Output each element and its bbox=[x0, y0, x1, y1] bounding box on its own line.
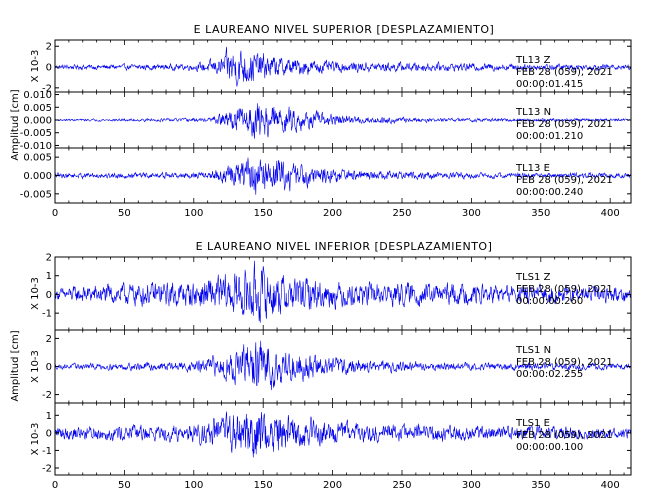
trace-annotation: TL13 N bbox=[515, 107, 551, 118]
trace-z bbox=[55, 46, 631, 87]
chart-superior: E LAUREANO NIVEL SUPERIOR [DESPLAZAMIENT… bbox=[10, 23, 632, 219]
trace-annotation: TLS1 N bbox=[515, 345, 551, 356]
y-tick-label: -0.005 bbox=[20, 189, 52, 200]
trace-annotation: FEB 28 (059), 2021 bbox=[516, 175, 613, 186]
x-tick-label: 300 bbox=[462, 480, 481, 491]
y-tick-label: 1 bbox=[46, 411, 52, 422]
x-tick-label: 100 bbox=[184, 208, 203, 219]
y-tick-label: 0 bbox=[46, 63, 52, 74]
y-tick-label: 2 bbox=[46, 253, 52, 264]
x-tick-label: 50 bbox=[118, 208, 131, 219]
y-tick-label: -2 bbox=[42, 390, 52, 401]
y-tick-label: -1 bbox=[42, 446, 52, 457]
chart-inferior: E LAUREANO NIVEL INFERIOR [DESPLAZAMIENT… bbox=[10, 240, 632, 491]
trace-annotation: 00:00:02.255 bbox=[516, 369, 583, 380]
y-tick-label: 0.000 bbox=[23, 116, 52, 127]
x-tick-label: 400 bbox=[601, 208, 620, 219]
trace-annotation: 00:00:01.415 bbox=[516, 79, 583, 90]
trace-annotation: 00:00:00.100 bbox=[516, 442, 583, 453]
x-tick-label: 350 bbox=[531, 480, 550, 491]
trace-z bbox=[55, 260, 631, 323]
y-tick-label: 0.005 bbox=[23, 153, 52, 164]
scale-label: X 10-3 bbox=[30, 350, 41, 383]
trace-e bbox=[55, 411, 631, 458]
chart-title-inferior: E LAUREANO NIVEL INFERIOR [DESPLAZAMIENT… bbox=[196, 240, 493, 253]
trace-n bbox=[55, 103, 631, 139]
x-tick-label: 200 bbox=[323, 480, 342, 491]
x-tick-label: 400 bbox=[601, 480, 620, 491]
trace-e bbox=[55, 157, 631, 195]
x-tick-label: 350 bbox=[531, 208, 550, 219]
y-tick-label: 0.010 bbox=[23, 90, 52, 101]
y-tick-label: 0.000 bbox=[23, 171, 52, 182]
chart-title-superior: E LAUREANO NIVEL SUPERIOR [DESPLAZAMIENT… bbox=[194, 23, 495, 36]
y-tick-label: -1 bbox=[42, 309, 52, 320]
x-tick-label: 0 bbox=[52, 208, 58, 219]
scale-label: X 10-3 bbox=[30, 277, 41, 310]
x-tick-label: 50 bbox=[118, 480, 131, 491]
trace-annotation: FEB 28 (059), 2021 bbox=[516, 119, 613, 130]
trace-annotation: 00:00:00.240 bbox=[516, 187, 583, 198]
y-tick-label: -2 bbox=[42, 463, 52, 474]
y-tick-label: -2 bbox=[42, 83, 52, 94]
trace-annotation: FEB 28 (059), 2021 bbox=[516, 430, 613, 441]
x-tick-label: 200 bbox=[323, 208, 342, 219]
scale-label: X 10-3 bbox=[30, 50, 41, 83]
scale-label: X 10-3 bbox=[30, 423, 41, 456]
trace-annotation: FEB 28 (059), 2021 bbox=[516, 357, 613, 368]
trace-n bbox=[55, 340, 631, 391]
x-tick-label: 250 bbox=[392, 480, 411, 491]
y-tick-label: 2 bbox=[46, 334, 52, 345]
trace-annotation: 00:00:01.210 bbox=[516, 131, 583, 142]
y-tick-label: 0.005 bbox=[23, 103, 52, 114]
y-tick-label: 2 bbox=[46, 42, 52, 53]
x-tick-label: 150 bbox=[254, 208, 273, 219]
x-tick-label: 0 bbox=[52, 480, 58, 491]
y-tick-label: 0 bbox=[46, 428, 52, 439]
y-tick-label: 1 bbox=[46, 271, 52, 282]
y-tick-label: 0 bbox=[46, 362, 52, 373]
trace-annotation: FEB 28 (059), 2021 bbox=[516, 284, 613, 295]
trace-annotation: TLS1 Z bbox=[515, 272, 551, 283]
trace-annotation: TL13 E bbox=[515, 163, 550, 174]
y-axis-label-superior: Amplitud [cm] bbox=[10, 89, 21, 160]
y-axis-label-inferior: Amplitud [cm] bbox=[10, 330, 21, 401]
y-tick-label: -0.010 bbox=[20, 141, 52, 152]
x-tick-label: 300 bbox=[462, 208, 481, 219]
panel-frame bbox=[54, 402, 632, 476]
y-tick-label: -0.005 bbox=[20, 128, 52, 139]
trace-annotation: TL13 Z bbox=[515, 55, 551, 66]
trace-annotation: FEB 28 (059), 2021 bbox=[516, 67, 613, 78]
trace-annotation: 00:00:00.260 bbox=[516, 296, 583, 307]
x-tick-label: 150 bbox=[254, 480, 273, 491]
x-tick-label: 250 bbox=[392, 208, 411, 219]
x-tick-label: 100 bbox=[184, 480, 203, 491]
y-tick-label: 0 bbox=[46, 290, 52, 301]
trace-annotation: TLS1 E bbox=[515, 418, 550, 429]
